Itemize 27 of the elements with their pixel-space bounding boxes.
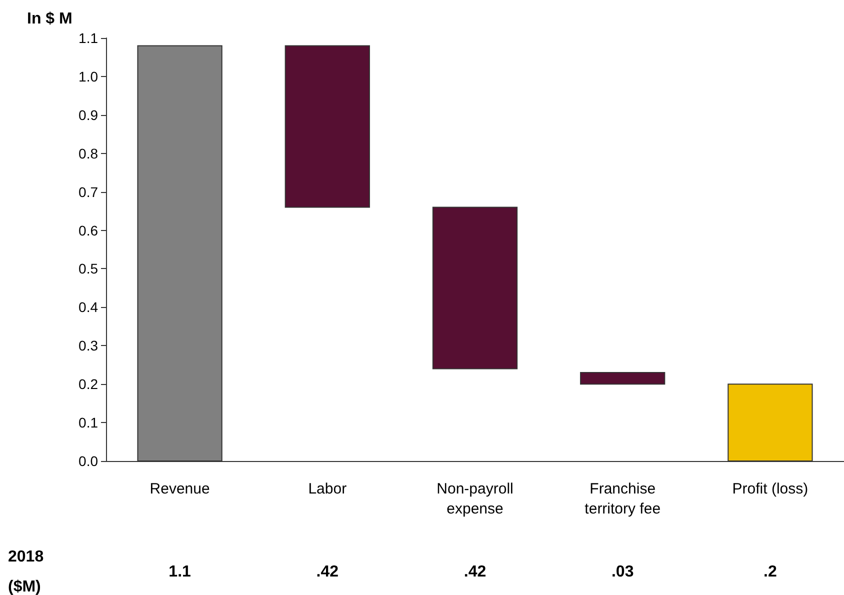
y-tick-label: 0.4 [78, 299, 98, 316]
y-tick-label: 0.3 [78, 338, 98, 354]
y-tick-label: 0.9 [78, 106, 98, 123]
x-tick-label: Non-payroll expense [436, 480, 514, 518]
x-tick-label: Profit (loss) [732, 480, 808, 498]
data-label: .42 [316, 564, 339, 580]
y-tick-label: 0.5 [78, 260, 98, 277]
data-label: .03 [611, 564, 634, 580]
x-tick-label: Revenue [150, 480, 210, 498]
y-axis-title: In $ M [27, 10, 72, 28]
bar [284, 45, 370, 208]
data-label: .2 [764, 564, 777, 580]
text: 2018 ($M) [8, 548, 44, 595]
y-tick-label: 0.2 [78, 376, 98, 392]
x-tick-label: Labor [308, 480, 347, 498]
bar [432, 206, 518, 370]
y-tick-label: 0.0 [78, 453, 98, 469]
y-tick-label: 0.6 [78, 222, 98, 238]
x-tick-label: Franchise territory fee [584, 480, 661, 518]
data-label: 1.1 [168, 564, 192, 580]
y-tick-label: 1.0 [78, 68, 98, 84]
y-tick-label: 0.8 [78, 145, 98, 162]
y-tick-label: 0.7 [78, 184, 98, 200]
bar [580, 372, 666, 385]
data-label: .42 [464, 564, 486, 580]
y-tick-label: 0.1 [78, 414, 98, 431]
y-tick-label: 1.1 [78, 30, 98, 46]
